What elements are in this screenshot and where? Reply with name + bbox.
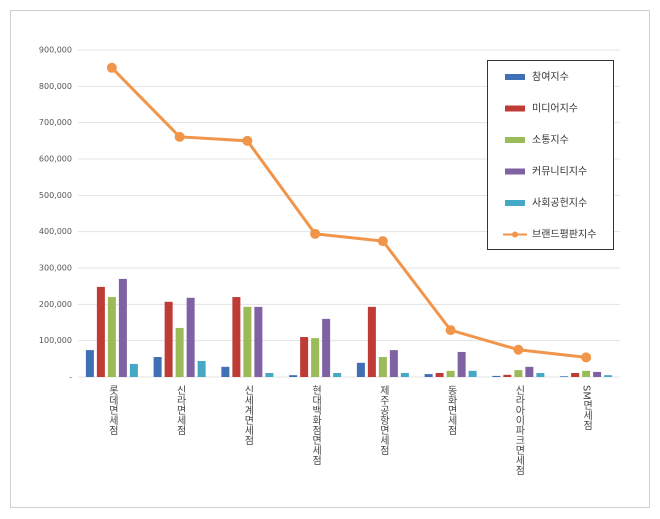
line-point [513, 344, 524, 355]
bar [164, 301, 173, 377]
bar [107, 297, 116, 377]
bar [424, 374, 433, 377]
x-tick-label: 제주공항면세점 [377, 385, 389, 455]
x-tick-label: 신라면세점 [174, 385, 186, 435]
legend-swatch [505, 105, 525, 112]
bar [118, 278, 127, 377]
legend-swatch [505, 200, 525, 206]
legend-label: 참여지수 [532, 71, 569, 83]
line-point [106, 62, 117, 73]
y-tick-label: 300,000 [39, 264, 72, 273]
legend-swatch [505, 74, 525, 80]
legend-label: 소통지수 [532, 134, 569, 146]
line-point [174, 131, 185, 142]
bar [514, 370, 523, 377]
y-tick-label: 500,000 [39, 191, 72, 200]
bar [153, 357, 162, 377]
y-tick-label: 400,000 [39, 227, 72, 236]
bar [85, 350, 94, 377]
bar [560, 376, 569, 377]
legend-label: 브랜드평판지수 [532, 229, 596, 241]
legend-label: 커뮤니티지수 [532, 166, 587, 178]
legend-swatch [505, 168, 525, 175]
bar [221, 366, 230, 377]
x-tick-label: 롯데면세점 [106, 385, 118, 435]
bar [322, 318, 331, 377]
line-point [445, 325, 456, 336]
bar [492, 375, 501, 377]
bar [435, 373, 444, 377]
bar [129, 363, 138, 377]
bar [571, 373, 580, 377]
bar [232, 297, 241, 377]
bar [593, 371, 602, 377]
bar [96, 286, 105, 377]
bar [289, 375, 298, 377]
bar [582, 370, 591, 377]
bar [367, 306, 376, 377]
bar [300, 337, 309, 377]
bar [468, 370, 477, 377]
bar [378, 357, 387, 377]
line-point [377, 236, 388, 247]
legend-swatch [512, 231, 518, 238]
bar [356, 362, 365, 377]
legend-box [487, 60, 614, 250]
y-tick-label: - [69, 373, 72, 382]
bar [311, 338, 320, 377]
bar [604, 375, 613, 377]
bar [186, 297, 195, 377]
y-tick-label: 700,000 [39, 118, 72, 127]
line-point [310, 228, 321, 239]
line-point [242, 135, 253, 146]
x-tick-label: 신라아이파크면세점 [513, 385, 525, 475]
x-tick-label: 현대백화점면세점 [310, 385, 322, 465]
y-tick-label: 900,000 [39, 46, 72, 55]
legend-label: 미디어지수 [532, 103, 578, 115]
bar [243, 306, 252, 377]
bar [503, 374, 512, 377]
line [110, 66, 587, 359]
y-tick-label: 100,000 [39, 336, 72, 345]
x-tick-label: 동화면세점 [445, 385, 457, 435]
y-tick-label: 600,000 [39, 155, 72, 164]
bar [197, 361, 206, 377]
y-tick-label: 200,000 [39, 300, 72, 309]
bar [265, 373, 274, 377]
bar [457, 351, 466, 377]
x-tick-label: SM면세점 [581, 385, 593, 430]
bar [525, 366, 534, 377]
x-tick-label: 신세계면세점 [242, 385, 254, 445]
bar [536, 373, 545, 377]
legend-swatch [505, 137, 525, 143]
bar [446, 370, 455, 377]
bar [389, 350, 398, 377]
bar [254, 306, 263, 377]
bar [175, 327, 184, 377]
bar [400, 373, 409, 377]
bar [333, 373, 342, 377]
line-point [581, 352, 592, 363]
y-tick-label: 800,000 [39, 82, 72, 91]
legend-label: 사회공헌지수 [532, 197, 587, 209]
